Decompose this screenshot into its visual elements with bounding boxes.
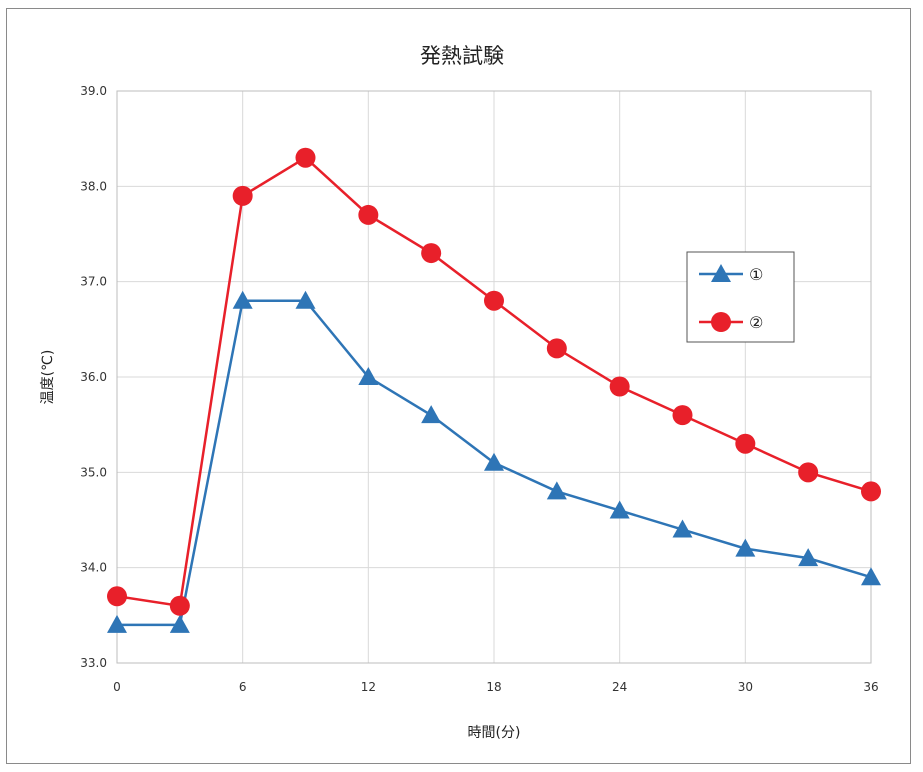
chart-title: 発熱試験	[420, 44, 504, 68]
data-point	[421, 243, 442, 264]
data-point	[861, 481, 881, 502]
data-point	[672, 519, 693, 538]
data-point	[484, 290, 504, 311]
x-axis-title: 時間(分)	[468, 725, 521, 741]
data-point	[232, 185, 253, 206]
data-point	[358, 204, 379, 225]
y-tick-label: 37.0	[80, 275, 107, 289]
data-point	[295, 290, 316, 309]
legend-marker	[711, 312, 731, 332]
grid	[116, 90, 872, 664]
data-point	[107, 586, 127, 607]
data-point	[546, 338, 567, 359]
x-tick-label: 6	[239, 680, 247, 694]
data-point	[421, 405, 442, 424]
data-point	[798, 548, 819, 567]
data-point	[358, 367, 379, 385]
legend-label: ①	[749, 265, 763, 284]
legend: ①②	[686, 251, 795, 343]
x-tick-label: 24	[612, 680, 627, 694]
chart-frame	[6, 8, 911, 764]
data-point	[798, 462, 819, 483]
y-tick-label: 33.0	[80, 656, 107, 670]
y-tick-label: 36.0	[80, 370, 107, 384]
data-point	[232, 290, 253, 309]
x-tick-label: 18	[486, 680, 501, 694]
data-point	[861, 567, 881, 586]
x-tick-label: 0	[113, 680, 121, 694]
legend-label: ②	[749, 313, 763, 332]
x-tick-label: 12	[361, 680, 376, 694]
y-tick-label: 38.0	[80, 179, 107, 193]
legend-box	[686, 251, 795, 343]
data-point	[546, 481, 567, 500]
data-point	[609, 500, 630, 519]
y-tick-label: 34.0	[80, 561, 107, 575]
data-point	[735, 538, 756, 557]
y-axis-title: 温度(℃)	[40, 350, 56, 405]
y-tick-label: 35.0	[80, 465, 107, 479]
tick-labels: 33.0 34.0 35.0 36.0 37.0 38.0 39.0 0 6 12 18 24 30 36	[80, 84, 878, 694]
x-tick-label: 30	[738, 680, 753, 694]
legend-item: ①	[699, 264, 763, 284]
data-point	[107, 614, 127, 633]
data-point	[672, 405, 693, 426]
series-2	[107, 147, 881, 616]
data-point	[609, 376, 630, 397]
series-1	[107, 290, 881, 633]
series-layer	[107, 147, 881, 633]
data-point	[735, 433, 756, 454]
legend-marker	[711, 264, 731, 282]
y-tick-label: 39.0	[80, 84, 107, 98]
data-point	[484, 452, 504, 471]
data-point	[169, 614, 190, 633]
legend-item: ②	[699, 312, 763, 332]
data-point	[295, 147, 316, 168]
x-tick-label: 36	[863, 680, 878, 694]
data-point	[169, 595, 190, 616]
plot-area	[116, 90, 872, 664]
